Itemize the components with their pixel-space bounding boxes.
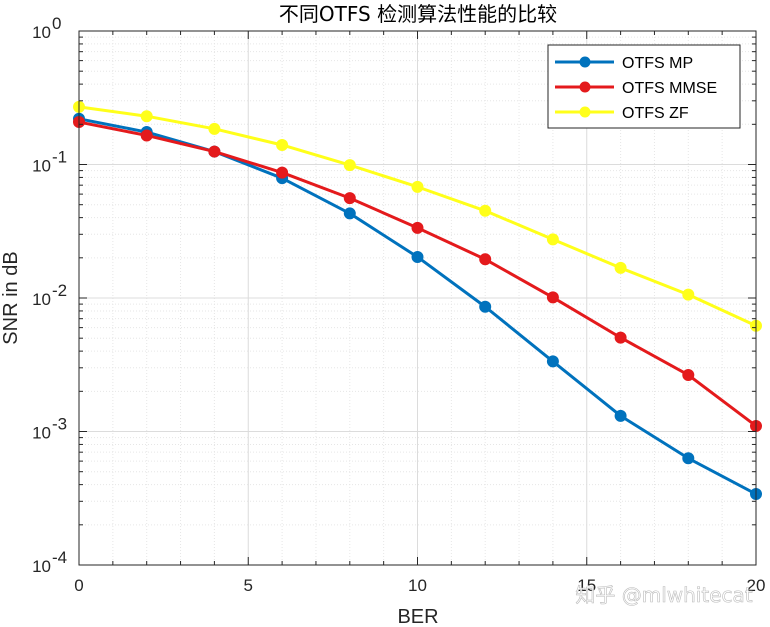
y-axis-label: SNR in dB — [0, 251, 22, 344]
y-tick-exponent: 0 — [52, 14, 61, 33]
y-tick-exponent: -1 — [52, 148, 67, 167]
data-point — [276, 138, 289, 151]
x-tick-label: 15 — [577, 576, 596, 595]
data-point — [479, 300, 492, 313]
y-tick-label: 10 — [32, 23, 51, 42]
data-point — [208, 145, 221, 158]
legend-entry: OTFS ZF — [555, 105, 689, 122]
data-point — [546, 291, 559, 304]
legend-label: OTFS MP — [622, 55, 693, 72]
x-tick-label: 10 — [408, 576, 427, 595]
legend-marker — [579, 56, 591, 68]
x-tick-label: 5 — [244, 576, 253, 595]
data-point — [140, 110, 153, 123]
y-tick-label: 10 — [32, 157, 51, 176]
tick-marks — [78, 30, 757, 566]
x-tick-label: 0 — [74, 576, 83, 595]
series-1 — [73, 116, 762, 432]
data-point — [546, 355, 559, 368]
data-point — [546, 233, 559, 246]
x-tick-labels: 0 5 10 15 20 — [74, 576, 765, 595]
y-tick-exponent: -3 — [52, 415, 67, 434]
x-axis-label: BER — [397, 606, 438, 627]
legend-marker — [579, 81, 591, 93]
data-point — [208, 122, 221, 135]
data-point — [479, 204, 492, 217]
legend-entry: OTFS MMSE — [555, 80, 717, 97]
data-point — [479, 253, 492, 266]
data-point — [140, 129, 153, 142]
series-2 — [73, 100, 762, 332]
data-point — [682, 368, 695, 381]
data-point — [343, 192, 356, 205]
legend-label: OTFS ZF — [622, 105, 689, 122]
data-point — [682, 452, 695, 465]
legend-entry: OTFS MP — [555, 55, 693, 72]
legend: OTFS MP OTFS MMSE OTFS ZF — [547, 44, 741, 129]
y-tick-exponent: -2 — [52, 281, 67, 300]
data-point — [614, 261, 627, 274]
y-tick-label: 10 — [32, 557, 51, 576]
data-point — [276, 166, 289, 179]
chart-title: 不同OTFS 检测算法性能的比较 — [279, 2, 557, 26]
y-tick-label: 10 — [32, 290, 51, 309]
data-point — [614, 409, 627, 422]
data-point — [411, 250, 424, 263]
series-layer — [73, 100, 762, 501]
y-tick-exponent: -4 — [52, 548, 67, 567]
data-point — [614, 331, 627, 344]
data-point — [682, 288, 695, 301]
data-point — [411, 180, 424, 193]
watermark: 知乎 @mlwhitecat — [575, 583, 752, 607]
legend-label: OTFS MMSE — [622, 80, 717, 97]
legend-marker — [579, 106, 591, 118]
data-point — [343, 159, 356, 172]
data-point — [411, 221, 424, 234]
y-tick-label: 10 — [32, 424, 51, 443]
data-point — [343, 207, 356, 220]
x-tick-label: 20 — [747, 576, 766, 595]
